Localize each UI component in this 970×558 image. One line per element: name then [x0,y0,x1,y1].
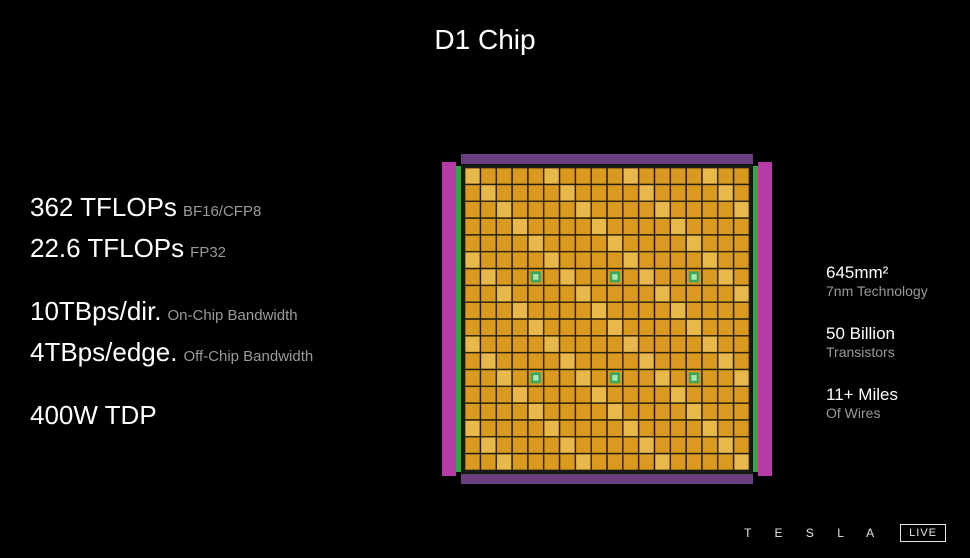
spec-sublabel: FP32 [190,244,226,261]
right-spec-row: 645mm²7nm Technology [826,262,966,301]
spec-sublabel: 7nm Technology [826,283,966,301]
spec-sublabel: BF16/CFP8 [183,203,261,220]
spec-value: 4TBps/edge. [30,337,177,367]
left-spec-row: 4TBps/edge. Off-Chip Bandwidth [30,337,400,368]
spec-value: 362 TFLOPs [30,192,177,222]
right-spec-list: 645mm²7nm Technology 50 BillionTransistor… [826,262,966,444]
spec-sublabel: Off-Chip Bandwidth [183,348,313,365]
spec-sublabel: Of Wires [826,405,966,423]
spec-value: 22.6 TFLOPs [30,233,184,263]
left-spec-list: 362 TFLOPs BF16/CFP8 22.6 TFLOPs FP32 10TBps… [30,192,400,441]
right-spec-row: 50 BillionTransistors [826,323,966,362]
chip-die-diagram [442,154,772,484]
left-spec-row: 10TBps/dir. On-Chip Bandwidth [30,296,400,327]
left-spec-row: 22.6 TFLOPs FP32 [30,233,400,264]
page-title: D1 Chip [0,24,970,56]
right-spec-row: 11+ MilesOf Wires [826,384,966,423]
spec-value: 11+ Miles [826,384,966,405]
left-spec-row: 400W TDP [30,400,400,431]
footer: T E S L A LIVE [744,524,946,542]
spec-value: 645mm² [826,262,966,283]
spec-value: 10TBps/dir. [30,296,162,326]
live-badge: LIVE [900,524,946,542]
tesla-logo-text: T E S L A [744,526,884,540]
spec-sublabel: On-Chip Bandwidth [168,307,298,324]
left-spec-row: 362 TFLOPs BF16/CFP8 [30,192,400,223]
spec-sublabel: Transistors [826,344,966,362]
spec-value: 400W TDP [30,400,157,430]
spec-value: 50 Billion [826,323,966,344]
